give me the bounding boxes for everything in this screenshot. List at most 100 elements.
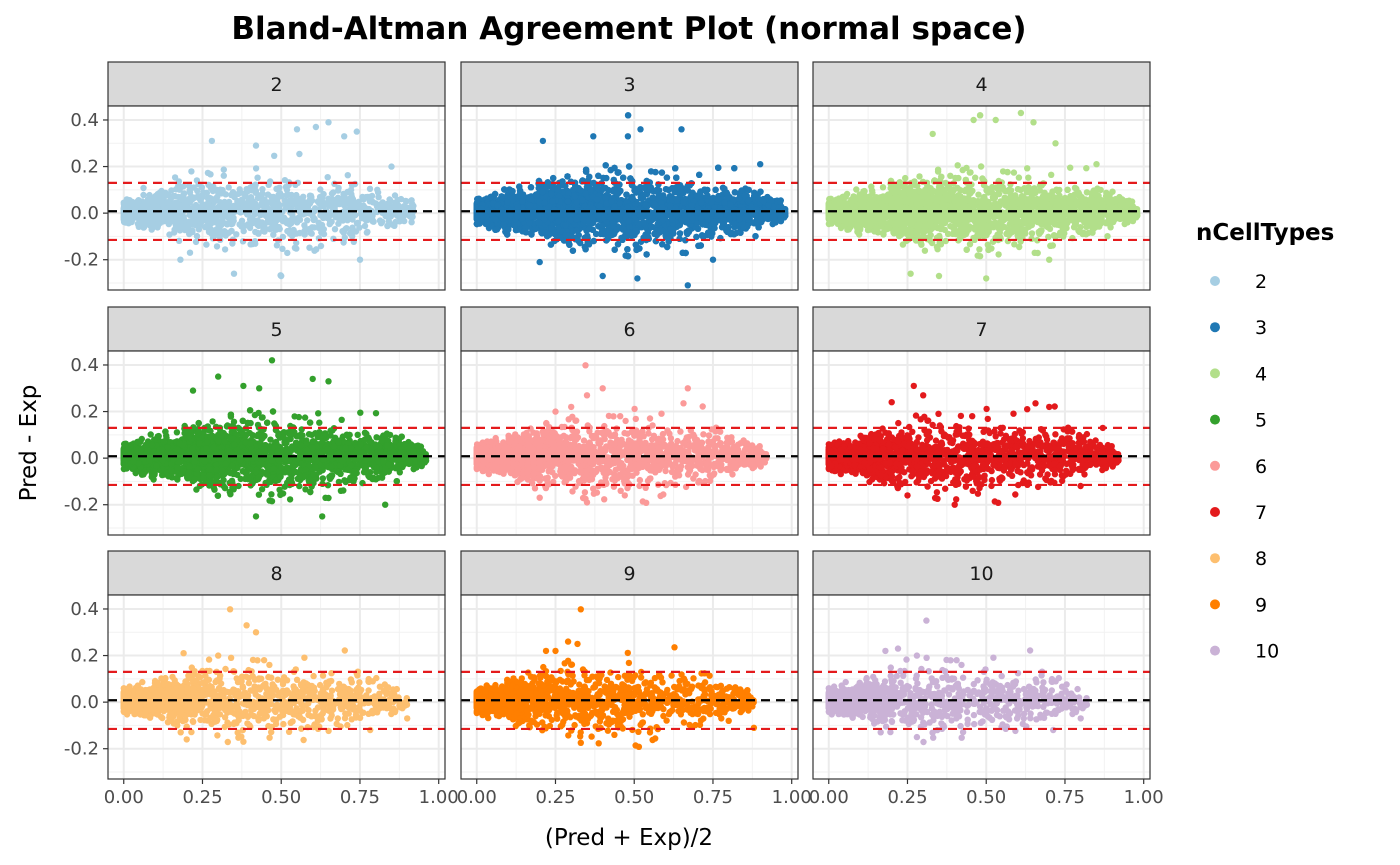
data-point xyxy=(318,221,326,229)
data-point xyxy=(221,246,229,253)
facet-grid: 2-0.20.00.20.43 45-0.20.00.20.46 78-0.20.0… xyxy=(64,61,1164,808)
data-point xyxy=(368,192,376,200)
data-point xyxy=(220,172,227,179)
data-point xyxy=(244,211,251,218)
data-point xyxy=(222,204,229,211)
data-point xyxy=(140,184,147,192)
data-point xyxy=(305,226,312,233)
data-point xyxy=(148,220,155,227)
data-point xyxy=(252,188,259,196)
data-point xyxy=(265,181,272,188)
data-point xyxy=(252,165,260,172)
data-point xyxy=(158,213,165,221)
data-point xyxy=(210,230,217,237)
data-point xyxy=(125,220,132,227)
data-point xyxy=(365,211,373,218)
data-point xyxy=(143,212,151,219)
facet-panel-2: 2-0.20.00.20.4 xyxy=(64,61,446,291)
data-point xyxy=(276,225,283,233)
data-point xyxy=(229,240,236,247)
data-point xyxy=(279,245,286,252)
data-point xyxy=(347,186,355,194)
y-tick-label: -0.2 xyxy=(64,250,99,271)
data-point xyxy=(227,213,234,220)
data-point xyxy=(222,211,229,218)
data-point xyxy=(266,226,274,233)
data-point xyxy=(282,199,289,207)
data-point xyxy=(408,219,415,226)
data-point xyxy=(307,195,314,203)
data-point xyxy=(209,204,216,211)
data-point xyxy=(271,152,278,159)
data-point xyxy=(331,203,338,211)
data-point xyxy=(384,222,391,230)
data-point xyxy=(233,231,240,238)
data-point xyxy=(354,219,362,226)
data-point xyxy=(306,244,313,251)
data-point xyxy=(341,133,348,140)
data-point xyxy=(383,212,390,220)
data-point xyxy=(128,212,135,219)
data-point xyxy=(264,214,271,222)
data-point xyxy=(185,182,193,190)
data-point xyxy=(222,191,229,198)
data-point xyxy=(395,202,402,209)
data-point xyxy=(312,123,320,131)
data-point xyxy=(177,205,184,212)
data-point xyxy=(191,218,198,225)
data-point xyxy=(194,187,201,195)
data-point xyxy=(288,220,295,227)
data-point xyxy=(221,198,228,206)
data-point xyxy=(166,231,173,238)
data-point xyxy=(342,206,349,213)
data-point xyxy=(356,224,363,231)
data-point xyxy=(348,198,355,206)
data-point xyxy=(361,222,369,230)
data-point xyxy=(351,180,359,188)
data-point xyxy=(299,198,306,206)
data-point xyxy=(268,193,275,201)
data-point xyxy=(214,188,221,195)
data-point xyxy=(247,184,254,191)
data-point xyxy=(186,189,194,196)
data-point xyxy=(258,199,266,206)
data-point xyxy=(322,212,329,219)
data-point xyxy=(273,242,281,249)
data-point xyxy=(140,191,147,199)
data-point xyxy=(325,119,332,126)
data-point xyxy=(203,241,210,248)
data-point xyxy=(247,220,254,227)
data-point xyxy=(139,205,146,212)
data-point xyxy=(215,203,222,211)
data-point xyxy=(204,169,212,177)
data-point xyxy=(278,272,285,280)
data-point xyxy=(255,222,262,230)
data-point xyxy=(252,142,260,149)
data-point xyxy=(293,126,301,133)
data-point xyxy=(186,198,194,205)
data-point xyxy=(257,211,264,219)
data-point xyxy=(375,194,382,201)
data-point xyxy=(212,195,219,202)
facet-panel-3: 3 xyxy=(460,61,799,291)
data-point xyxy=(330,235,337,242)
data-point xyxy=(134,198,141,205)
data-point xyxy=(349,233,356,240)
data-point xyxy=(176,186,183,193)
data-point xyxy=(385,217,392,225)
data-point xyxy=(366,198,374,205)
data-point xyxy=(220,166,227,173)
data-point xyxy=(366,185,374,192)
facet-strip xyxy=(107,61,446,107)
data-point xyxy=(252,200,259,208)
data-point xyxy=(311,205,319,212)
data-point xyxy=(324,174,331,181)
data-point xyxy=(344,217,351,224)
data-point xyxy=(364,216,371,224)
data-point xyxy=(270,231,277,238)
chart-title: Bland-Altman Agreement Plot (normal spac… xyxy=(231,11,1026,47)
data-point xyxy=(311,247,318,254)
data-point xyxy=(289,213,296,221)
data-point xyxy=(271,215,279,223)
data-point xyxy=(213,217,220,224)
